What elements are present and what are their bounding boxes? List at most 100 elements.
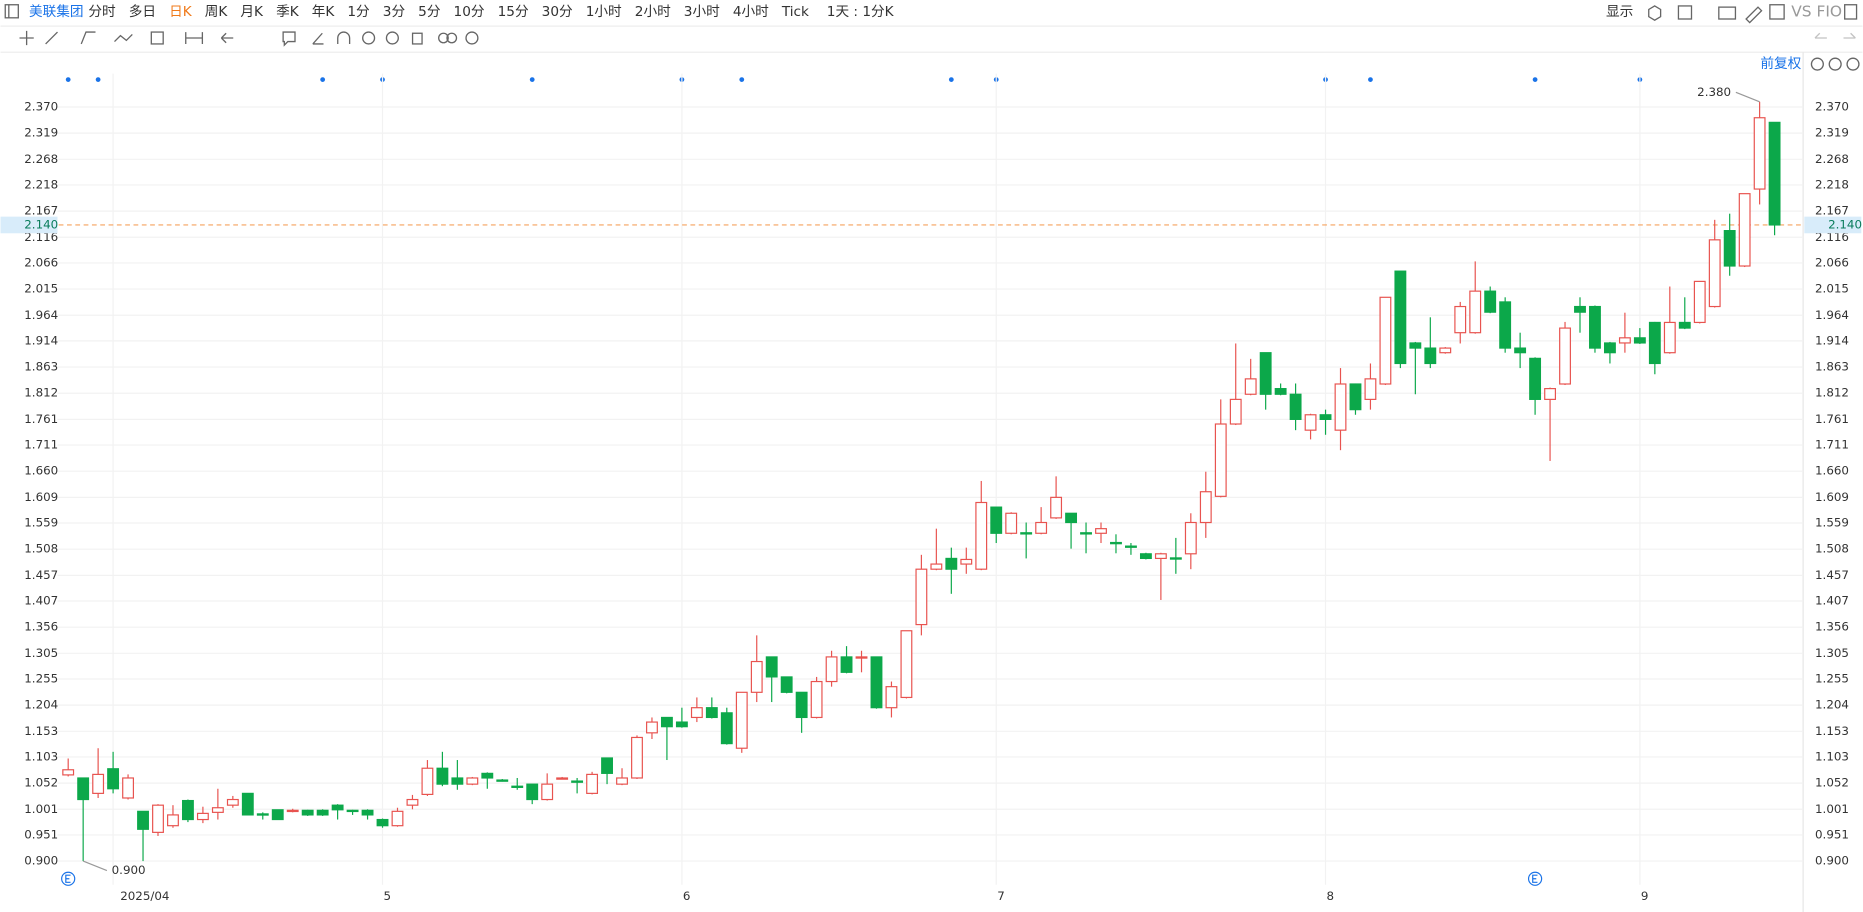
y-tick-label: 1.711 bbox=[24, 438, 58, 452]
zoom-in-icon[interactable] bbox=[1846, 57, 1860, 71]
period-tab[interactable]: Tick bbox=[781, 4, 809, 20]
layout-icon[interactable] bbox=[1677, 5, 1693, 20]
redo[interactable] bbox=[1843, 32, 1856, 39]
angle-tool[interactable] bbox=[312, 32, 324, 45]
y-tick-label: 1.761 bbox=[24, 412, 58, 426]
candle-body bbox=[1484, 290, 1497, 313]
candle-body bbox=[541, 783, 554, 801]
note-tool[interactable] bbox=[282, 31, 296, 47]
compare[interactable]: VS FIO bbox=[1791, 2, 1842, 20]
delete-tool[interactable] bbox=[411, 32, 423, 45]
candle-body bbox=[1529, 357, 1542, 400]
event-dot[interactable] bbox=[65, 77, 71, 82]
period-tab[interactable]: 周K bbox=[205, 4, 229, 20]
period-tab[interactable]: 4小时 bbox=[733, 4, 769, 20]
candle-body bbox=[750, 660, 763, 693]
candle-body bbox=[855, 656, 868, 659]
y-tick-label: 2.015 bbox=[24, 282, 58, 296]
hide-tool[interactable] bbox=[385, 31, 399, 45]
arrow-tool[interactable] bbox=[220, 32, 234, 44]
y-tick-label: 1.204 bbox=[24, 698, 58, 712]
candle-body bbox=[1589, 305, 1601, 349]
event-dot[interactable] bbox=[529, 77, 535, 82]
event-dot[interactable] bbox=[320, 77, 326, 82]
earnings-icon[interactable] bbox=[1527, 871, 1543, 886]
candle-body bbox=[481, 772, 494, 779]
period-tab[interactable]: 15分 bbox=[498, 4, 529, 20]
link-tool[interactable] bbox=[438, 32, 449, 44]
event-dot[interactable] bbox=[739, 77, 745, 82]
wave-tool[interactable] bbox=[114, 33, 133, 43]
eye-tool[interactable] bbox=[362, 31, 376, 45]
x-tick-label: 6 bbox=[683, 889, 691, 903]
y-tick-label: 1.863 bbox=[24, 360, 58, 374]
candle-body bbox=[1229, 398, 1242, 425]
event-dot[interactable] bbox=[1532, 77, 1538, 82]
period-tab[interactable]: 3分 bbox=[383, 4, 406, 20]
earnings-icon[interactable] bbox=[61, 871, 76, 886]
candle-body bbox=[1095, 528, 1107, 534]
fullscreen-icon[interactable] bbox=[1769, 4, 1785, 20]
candle-body bbox=[451, 777, 464, 785]
panel-icon[interactable] bbox=[4, 4, 19, 19]
candle-body bbox=[900, 630, 913, 699]
y-tick-label: 1.609 bbox=[24, 490, 58, 504]
candle-body bbox=[496, 779, 509, 782]
period-tab[interactable]: 2小时 bbox=[635, 4, 671, 20]
y-tick-label-right: 2.167 bbox=[1815, 204, 1849, 218]
x-tick-label: 9 bbox=[1641, 889, 1649, 903]
period-tab[interactable]: 日K bbox=[169, 4, 193, 20]
reset-icon[interactable] bbox=[1810, 57, 1824, 71]
period-tab[interactable]: 30分 bbox=[542, 4, 573, 20]
period-tab[interactable]: 1小时 bbox=[586, 4, 622, 20]
period-tab[interactable]: 季K bbox=[276, 4, 300, 20]
symbol[interactable]: 美联集团 bbox=[29, 4, 84, 20]
zoom-out-icon[interactable] bbox=[1828, 57, 1842, 71]
interval[interactable]: 1天 : 1分K bbox=[827, 4, 895, 20]
y-tick-label: 1.103 bbox=[24, 749, 58, 763]
candle-body bbox=[990, 506, 1003, 534]
gear-tool[interactable] bbox=[465, 31, 479, 45]
candle-body bbox=[1304, 414, 1317, 431]
candle-body bbox=[1169, 557, 1182, 560]
min-label: 0.900 bbox=[112, 863, 146, 877]
adjust-mode[interactable]: 前复权 bbox=[1760, 55, 1801, 72]
event-dot[interactable] bbox=[95, 77, 101, 82]
y-tick-label-right: 0.900 bbox=[1815, 854, 1849, 868]
candle-body bbox=[945, 557, 958, 570]
sidebar-icon[interactable] bbox=[1844, 4, 1858, 20]
candle-body bbox=[810, 680, 823, 719]
candle-body bbox=[301, 809, 314, 816]
candle-body bbox=[152, 804, 164, 833]
measure-tool[interactable] bbox=[185, 32, 204, 44]
magnet-tool[interactable] bbox=[337, 31, 351, 44]
period-tab[interactable]: 月K bbox=[240, 4, 264, 20]
period-tab[interactable]: 年K bbox=[312, 4, 336, 20]
ray-tool[interactable] bbox=[80, 31, 96, 45]
period-tab[interactable]: 5分 bbox=[418, 4, 441, 20]
candle-body bbox=[1753, 117, 1766, 190]
period-tab[interactable]: 分时 bbox=[88, 4, 116, 20]
y-tick-label: 1.001 bbox=[24, 802, 58, 816]
event-dot[interactable] bbox=[948, 77, 954, 82]
event-dot[interactable] bbox=[1368, 77, 1373, 82]
period-tab[interactable]: 3小时 bbox=[684, 4, 720, 20]
chart-tool[interactable] bbox=[150, 31, 164, 45]
settings-icon[interactable] bbox=[1648, 5, 1662, 21]
period-tab[interactable]: 1分 bbox=[347, 4, 370, 20]
period-tab[interactable]: 多日 bbox=[129, 3, 156, 20]
y-tick-label: 1.508 bbox=[24, 542, 58, 556]
undo[interactable] bbox=[1814, 32, 1827, 39]
period-tab[interactable]: 10分 bbox=[454, 4, 485, 20]
candle-body bbox=[1768, 121, 1781, 226]
pen-icon[interactable] bbox=[1745, 6, 1763, 24]
move-tool[interactable] bbox=[19, 30, 34, 46]
candle-body bbox=[1454, 305, 1467, 334]
candle-body bbox=[526, 783, 539, 801]
candle-body bbox=[167, 814, 179, 827]
line-tool[interactable] bbox=[45, 31, 58, 45]
display-menu[interactable]: 显示 bbox=[1606, 4, 1633, 20]
camera-icon[interactable] bbox=[1718, 6, 1737, 20]
candle-body bbox=[1439, 347, 1452, 354]
